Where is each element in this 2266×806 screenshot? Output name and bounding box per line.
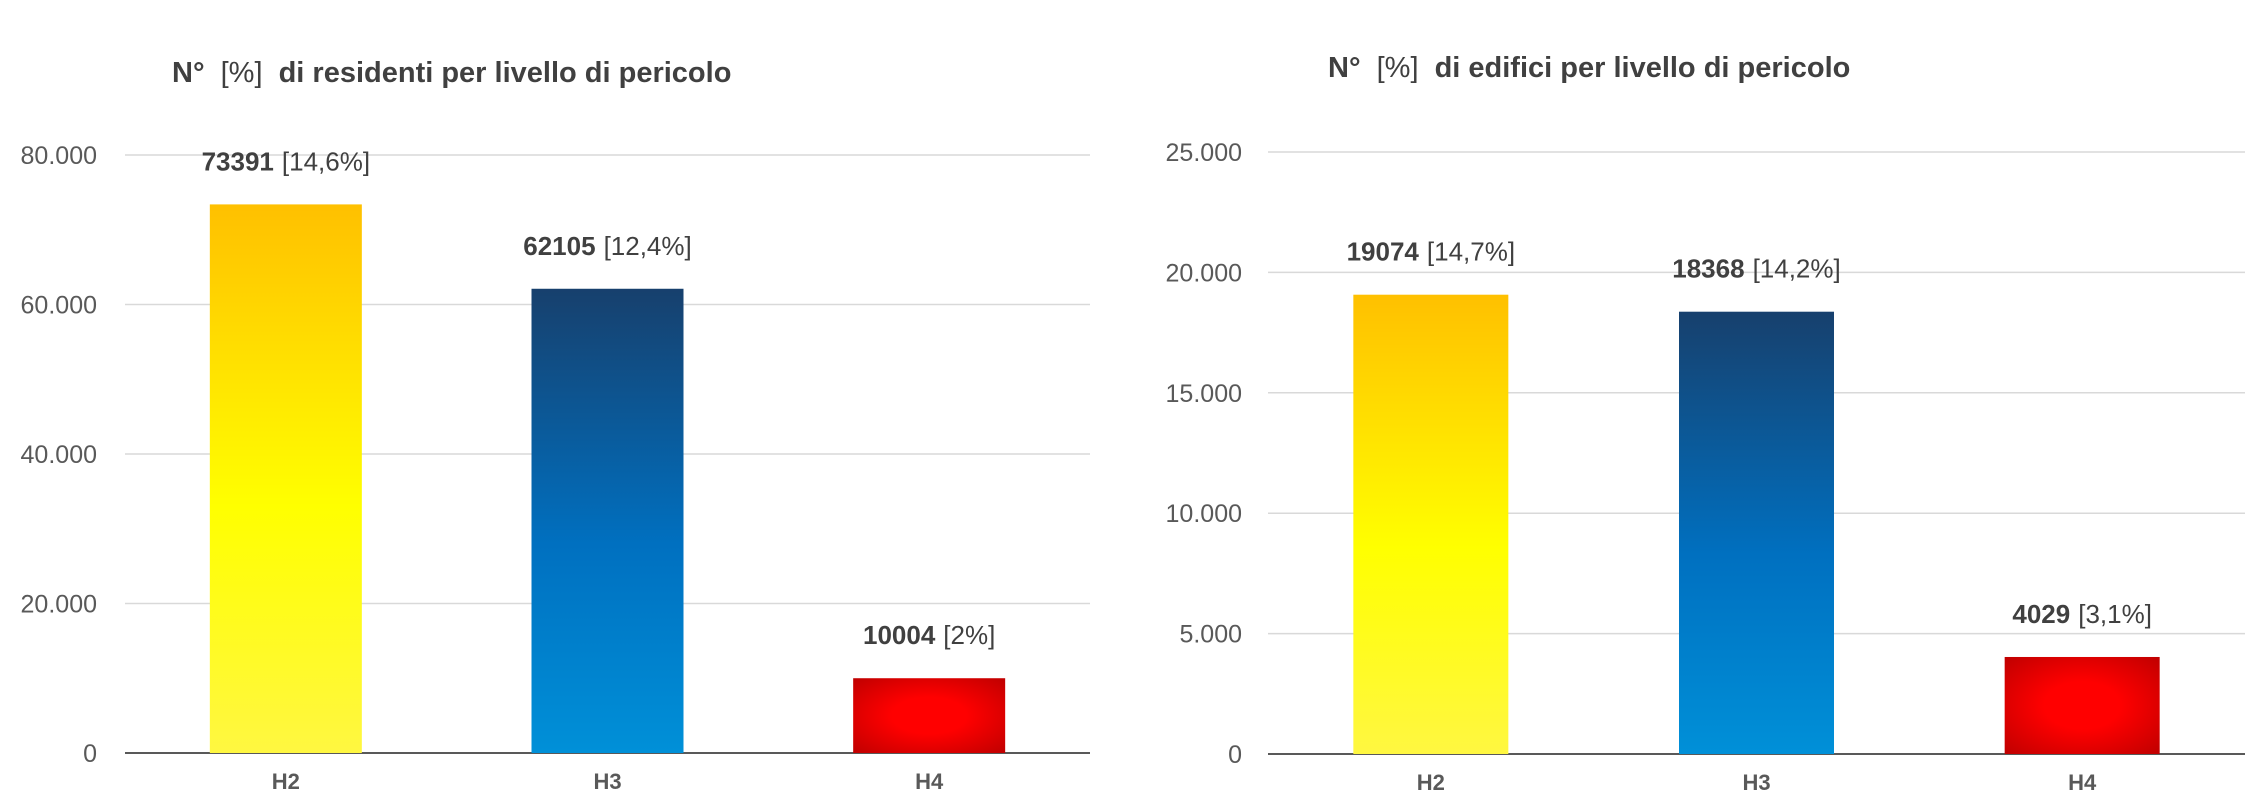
data-label: 10004 [2%] xyxy=(863,620,995,650)
chart-title: N° [%] di edifici per livello di pericol… xyxy=(1328,52,1850,84)
y-tick-label: 60.000 xyxy=(21,292,97,320)
data-label-percent: [2%] xyxy=(943,620,995,650)
data-label: 19074 [14,7%] xyxy=(1347,237,1515,267)
data-label-percent: [3,1%] xyxy=(2078,599,2152,629)
data-label-value: 4029 xyxy=(2012,599,2070,629)
chart-title: N° [%] di residenti per livello di peric… xyxy=(172,57,731,89)
buildings-chart: N° [%] di edifici per livello di pericol… xyxy=(1166,52,2245,795)
chart-title-part: N° xyxy=(1328,52,1361,84)
chart-title-part: [%] xyxy=(1377,52,1419,84)
x-tick-label: H4 xyxy=(915,769,944,794)
y-tick-label: 80.000 xyxy=(21,142,97,170)
data-label-percent: [14,6%] xyxy=(282,146,370,176)
data-label-value: 73391 xyxy=(202,146,274,176)
data-label: 62105 [12,4%] xyxy=(523,231,691,261)
data-label: 18368 [14,2%] xyxy=(1672,254,1840,284)
x-tick-label: H3 xyxy=(593,769,621,794)
bar-h2 xyxy=(209,204,362,753)
bar-h3 xyxy=(531,288,684,753)
chart-title-part: [%] xyxy=(221,57,263,89)
data-label-value: 62105 xyxy=(523,231,595,261)
y-tick-label: 25.000 xyxy=(1166,139,1242,167)
y-tick-label: 10.000 xyxy=(1166,500,1242,528)
y-tick-label: 5.000 xyxy=(1179,621,1242,649)
data-label-percent: [12,4%] xyxy=(604,231,692,261)
y-tick-label: 40.000 xyxy=(21,441,97,469)
chart-title-part: di edifici per livello di pericolo xyxy=(1435,52,1851,84)
data-label-value: 18368 xyxy=(1672,254,1744,284)
data-label: 4029 [3,1%] xyxy=(2012,599,2152,629)
y-tick-label: 0 xyxy=(1228,741,1242,769)
chart-title-part: N° xyxy=(172,57,205,89)
chart-title-part: di residenti per livello di pericolo xyxy=(279,57,732,89)
x-tick-label: H3 xyxy=(1742,770,1770,795)
data-label-value: 10004 xyxy=(863,620,936,650)
data-label-percent: [14,7%] xyxy=(1427,237,1515,267)
y-tick-label: 0 xyxy=(83,740,97,768)
data-label: 73391 [14,6%] xyxy=(202,146,370,176)
x-tick-label: H2 xyxy=(272,769,300,794)
x-tick-label: H4 xyxy=(2068,770,2097,795)
bar-h4 xyxy=(853,678,1006,753)
bar-h3 xyxy=(1679,311,1834,754)
y-tick-label: 20.000 xyxy=(21,591,97,619)
y-tick-label: 15.000 xyxy=(1166,380,1242,408)
bar-h2 xyxy=(1353,294,1509,754)
y-tick-label: 20.000 xyxy=(1166,259,1242,287)
data-label-percent: [14,2%] xyxy=(1753,254,1841,284)
bar-h4 xyxy=(2004,656,2160,754)
data-label-value: 19074 xyxy=(1347,237,1420,267)
residents-chart: N° [%] di residenti per livello di peric… xyxy=(21,57,1090,794)
x-tick-label: H2 xyxy=(1417,770,1445,795)
